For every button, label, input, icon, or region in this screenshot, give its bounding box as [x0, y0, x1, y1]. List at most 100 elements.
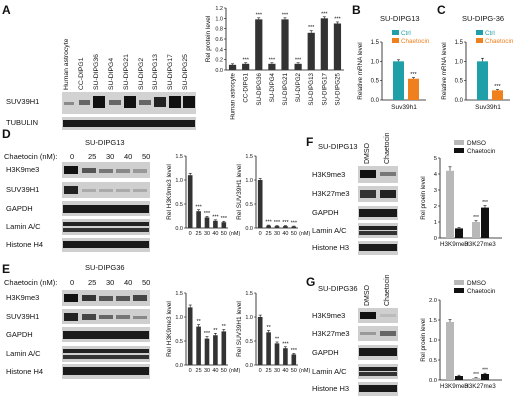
dose-label: 0 [70, 152, 75, 161]
panel-d-title: SU-DIPG13 [85, 138, 125, 147]
blot-row-label: H3K9me3 [312, 310, 346, 320]
x-unit-label: (nM) [299, 368, 310, 374]
bar [291, 226, 297, 228]
band [116, 189, 130, 192]
y-tick-label: 1 [434, 220, 437, 226]
blot-bands [64, 186, 147, 194]
x-tick-label: SU-DIPG4 [269, 72, 276, 102]
x-tick-label: 50 [221, 368, 227, 374]
blot-strip [62, 327, 150, 342]
blot-row-label: H3K9me3 [312, 169, 346, 179]
bar [266, 332, 271, 365]
blot-row-label: Lamin A/C [312, 366, 347, 376]
blot-row-label: Lamin A/C [6, 349, 41, 358]
bar [393, 61, 404, 100]
panel-c-bar-chart: 0.0 0.5 1.0 1.5 Relative mRNA level Ctrl *** Ch… [441, 30, 514, 111]
y-tick-label: 0.0 [245, 226, 253, 232]
significance-label: *** [282, 341, 289, 347]
blot-bands [63, 222, 149, 232]
bar [196, 326, 201, 365]
panel-f-title: SU-DIPG13 [318, 142, 358, 151]
x-tick-label: H3K27me3 [464, 383, 496, 390]
significance-label: *** [195, 204, 202, 210]
blot-strip [358, 308, 398, 323]
y-tick-label: 1.0 [429, 338, 437, 344]
blot-strip [358, 382, 398, 396]
x-unit-label: (nM) [299, 231, 310, 237]
panel-g-bar-chart: 0.0 0.5 1.0 1.5 2.0 Rel proein level H3K9me3 **… [420, 280, 502, 390]
y-tick-label: 1.5 [245, 291, 253, 297]
significance-label: ** [213, 328, 218, 334]
band [380, 172, 396, 176]
band [359, 231, 397, 235]
bar [320, 18, 328, 70]
band [359, 226, 397, 230]
blot-strip [358, 223, 398, 238]
x-tick-label: SU-DIPG21 [282, 72, 289, 105]
blot-bands [360, 312, 396, 319]
y-axis-label: Rel protein level [205, 15, 212, 62]
panel-a-letter: A [2, 3, 11, 17]
x-tick-label: 0 [259, 368, 262, 374]
dose-label: 30 [106, 152, 115, 161]
bar [472, 378, 480, 380]
significance-label: *** [212, 214, 219, 220]
bar [268, 63, 276, 70]
panel-a-tubulin-blot [62, 117, 196, 130]
lane-label: DMSO [364, 143, 371, 164]
legend-label: Ctrl [401, 30, 411, 37]
band [360, 332, 376, 335]
significance-label: *** [410, 72, 417, 78]
blot-bands [63, 367, 149, 375]
blot-bands [359, 244, 397, 251]
blot-row-label: SUV39H1 [6, 311, 40, 321]
panel-b-bar-chart: 0.0 0.5 1.0 1.5 Relative mRNA level Ctrl *** Ch… [357, 30, 430, 111]
band [360, 170, 376, 178]
bar [257, 180, 263, 228]
panel-e-letter: E [2, 262, 11, 276]
panel-e-dose-label: Chaetocin (nM): [4, 278, 58, 287]
x-tick-label: 25 [266, 368, 272, 374]
band [63, 205, 149, 213]
significance-label: *** [473, 372, 479, 378]
bar [266, 225, 271, 228]
bar [187, 175, 193, 228]
blot-bands [360, 331, 396, 336]
significance-label: ** [196, 319, 201, 325]
y-tick-label: 1.0 [175, 178, 183, 184]
bar [307, 32, 315, 70]
band [360, 312, 376, 319]
blot-row-label: Lamin A/C [6, 222, 41, 231]
blot-row-label: Histone H4 [6, 240, 44, 249]
x-tick-label: 40 [212, 231, 218, 237]
band [116, 169, 130, 173]
y-tick-label: 1.0 [455, 59, 464, 65]
bar [221, 222, 227, 228]
dose-label: 50 [142, 152, 151, 161]
legend-swatch [454, 280, 464, 285]
x-tick-label: Human astrocyte [230, 72, 237, 119]
blot-bands [63, 205, 149, 213]
blot-bands [64, 166, 147, 174]
blot-strip [358, 186, 398, 202]
y-tick-label: 4 [434, 172, 438, 178]
bar [213, 220, 218, 228]
y-tick-label: 1.5 [371, 40, 380, 46]
y-tick-label: 1.5 [175, 154, 183, 160]
y-tick-label: 1.0 [175, 315, 183, 321]
band [63, 367, 149, 375]
y-tick-label: 1.0 [245, 315, 253, 321]
significance-label: *** [494, 84, 501, 90]
x-tick-label: 0 [189, 368, 192, 374]
blot-row-label: Histone H3 [312, 243, 350, 252]
y-tick-label: 5 [434, 156, 437, 162]
significance-label: *** [221, 216, 228, 222]
bar [204, 217, 210, 228]
panel-f-bar-chart: 0 1 2 3 4 5 Rel proein level H3K9me3 *** *** H3K27… [420, 140, 502, 248]
legend-label: Chaetocin [467, 148, 496, 155]
y-tick-label: 1.0 [245, 178, 253, 184]
blot-row-label: H3K9me3 [6, 293, 40, 302]
bar [455, 376, 463, 380]
